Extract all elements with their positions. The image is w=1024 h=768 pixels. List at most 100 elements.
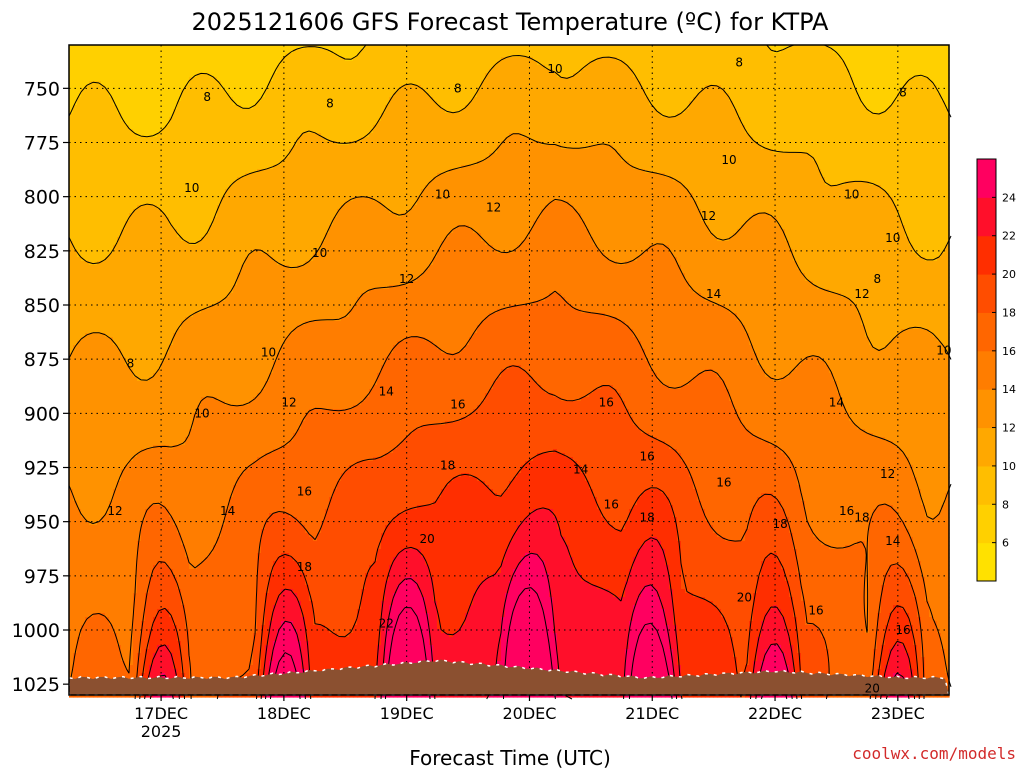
temp-cell xyxy=(117,453,122,458)
temp-cell xyxy=(93,589,98,594)
temp-cell xyxy=(101,257,106,262)
temp-cell xyxy=(69,261,74,266)
temp-cell xyxy=(157,557,162,562)
temp-cell xyxy=(157,141,162,146)
temp-cell xyxy=(133,133,138,138)
temp-cell xyxy=(153,461,158,466)
temp-cell xyxy=(161,89,166,94)
temp-cell xyxy=(69,389,74,394)
temp-cell xyxy=(105,605,110,610)
temp-cell xyxy=(89,233,94,238)
temp-cell xyxy=(149,337,154,342)
temp-cell xyxy=(149,65,154,70)
temp-cell xyxy=(81,541,86,546)
temp-cell xyxy=(81,321,86,326)
temp-cell xyxy=(105,309,110,314)
temp-cell xyxy=(121,525,126,530)
temp-cell xyxy=(101,217,106,222)
temp-cell xyxy=(141,661,146,666)
temp-cell xyxy=(93,477,98,482)
temp-cell xyxy=(129,257,134,262)
temp-cell xyxy=(161,297,166,302)
temp-cell xyxy=(69,345,74,350)
temp-cell xyxy=(129,565,134,570)
temp-cell xyxy=(141,53,146,58)
temp-cell xyxy=(181,425,186,430)
temp-cell xyxy=(81,229,86,234)
temp-cell xyxy=(69,461,74,466)
temp-cell xyxy=(181,445,186,450)
temp-cell xyxy=(141,189,146,194)
temp-cell xyxy=(77,657,82,662)
temp-cell xyxy=(77,109,82,114)
temp-cell xyxy=(173,333,178,338)
temp-cell xyxy=(169,413,174,418)
temp-cell xyxy=(85,625,90,630)
temp-cell xyxy=(113,485,118,490)
temp-cell xyxy=(149,57,154,62)
temp-cell xyxy=(129,445,134,450)
temp-cell xyxy=(77,453,82,458)
temp-cell xyxy=(149,341,154,346)
temp-cell xyxy=(85,417,90,422)
temp-cell xyxy=(133,545,138,550)
temp-cell xyxy=(109,173,114,178)
temp-cell xyxy=(105,613,110,618)
temp-cell xyxy=(145,649,150,654)
temp-cell xyxy=(125,453,130,458)
temp-cell xyxy=(181,301,186,306)
temp-cell xyxy=(77,373,82,378)
temp-cell xyxy=(77,557,82,562)
temp-cell xyxy=(81,297,86,302)
temp-cell xyxy=(117,381,122,386)
temp-cell xyxy=(141,305,146,310)
temp-cell xyxy=(73,85,78,90)
temp-cell xyxy=(161,49,166,54)
temp-cell xyxy=(109,205,114,210)
temp-cell xyxy=(169,117,174,122)
temp-cell xyxy=(97,557,102,562)
temp-cell xyxy=(129,477,134,482)
temp-cell xyxy=(97,333,102,338)
temp-cell xyxy=(173,653,178,658)
temp-cell xyxy=(185,573,190,578)
temp-cell xyxy=(177,201,182,206)
temp-cell xyxy=(133,661,138,666)
temp-cell xyxy=(141,113,146,118)
temp-cell xyxy=(137,321,142,326)
temp-cell xyxy=(149,333,154,338)
temp-cell xyxy=(173,189,178,194)
temp-cell xyxy=(121,117,126,122)
temp-cell xyxy=(149,225,154,230)
temp-cell xyxy=(73,557,78,562)
temp-cell xyxy=(113,389,118,394)
temp-cell xyxy=(153,105,158,110)
temp-cell xyxy=(157,293,162,298)
temp-cell xyxy=(113,653,118,658)
temp-cell xyxy=(93,549,98,554)
temp-cell xyxy=(153,109,158,114)
temp-cell xyxy=(157,109,162,114)
temp-cell xyxy=(185,189,190,194)
temp-cell xyxy=(113,149,118,154)
temp-cell xyxy=(165,417,170,422)
temp-cell xyxy=(145,625,150,630)
temp-cell xyxy=(77,641,82,646)
temp-cell xyxy=(165,361,170,366)
temp-cell xyxy=(125,157,130,162)
temp-cell xyxy=(89,617,94,622)
temp-cell xyxy=(129,133,134,138)
temp-cell xyxy=(113,257,118,262)
temp-cell xyxy=(137,181,142,186)
temp-cell xyxy=(141,177,146,182)
temp-cell xyxy=(157,105,162,110)
temp-cell xyxy=(161,257,166,262)
temp-cell xyxy=(185,441,190,446)
temp-cell xyxy=(125,493,130,498)
temp-cell xyxy=(93,397,98,402)
temp-cell xyxy=(97,457,102,462)
temp-cell xyxy=(137,393,142,398)
temp-cell xyxy=(173,633,178,638)
temp-cell xyxy=(109,109,114,114)
temp-cell xyxy=(125,361,130,366)
